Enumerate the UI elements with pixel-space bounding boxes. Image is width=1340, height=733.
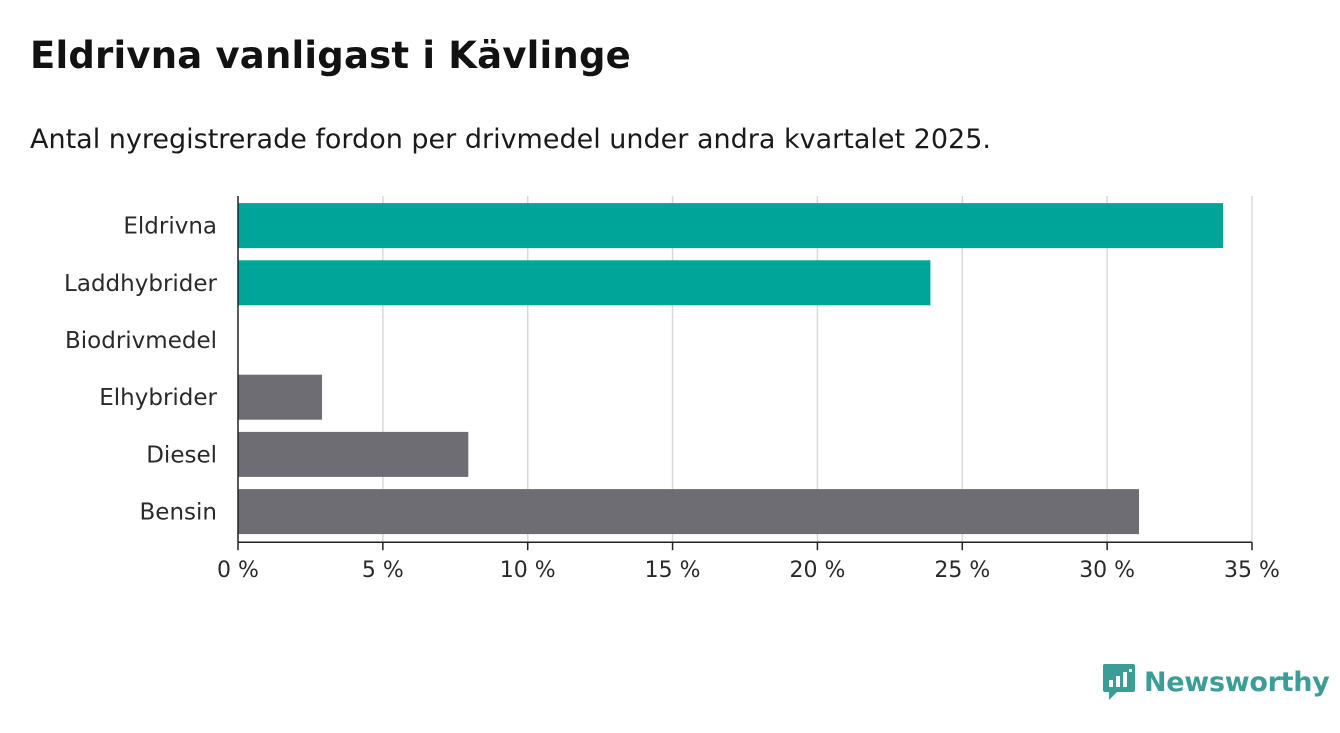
x-tick-label: 15 % xyxy=(645,558,701,583)
x-tick-label: 20 % xyxy=(789,558,845,583)
x-axis: 0 % 5 % 10 % 15 % 20 % 25 % 30 % 35 % xyxy=(217,196,1280,583)
grid-lines xyxy=(382,196,1253,543)
x-tick-label: 0 % xyxy=(217,558,259,583)
category-label: Bensin xyxy=(140,500,217,526)
category-label: Eldrivna xyxy=(123,214,217,240)
category-label: Biodrivmedel xyxy=(65,328,217,354)
bar-laddhybrider xyxy=(238,260,931,306)
chart-subtitle: Antal nyregistrerade fordon per drivmede… xyxy=(30,124,991,155)
category-labels: Eldrivna Laddhybrider Biodrivmedel Elhybrid… xyxy=(64,214,217,526)
category-label: Laddhybrider xyxy=(64,271,217,297)
chart-title: Eldrivna vanligast i Kävlinge xyxy=(30,34,631,77)
bar-bensin xyxy=(238,489,1140,535)
x-tick-label: 25 % xyxy=(934,558,990,583)
bar-diesel xyxy=(238,431,469,477)
brand-logo: Newsworthy xyxy=(1102,662,1330,702)
newsworthy-logo-icon xyxy=(1103,664,1135,700)
x-tick-label: 35 % xyxy=(1224,558,1280,583)
x-tick-label: 5 % xyxy=(362,558,404,583)
x-tick-label: 10 % xyxy=(500,558,556,583)
bars xyxy=(238,203,1224,535)
category-label: Elhybrider xyxy=(99,385,217,411)
bar-elhybrider xyxy=(238,374,323,420)
brand-name: Newsworthy xyxy=(1144,666,1330,698)
bar-eldrivna xyxy=(238,203,1224,249)
x-tick-label: 30 % xyxy=(1079,558,1135,583)
category-label: Diesel xyxy=(146,442,217,468)
